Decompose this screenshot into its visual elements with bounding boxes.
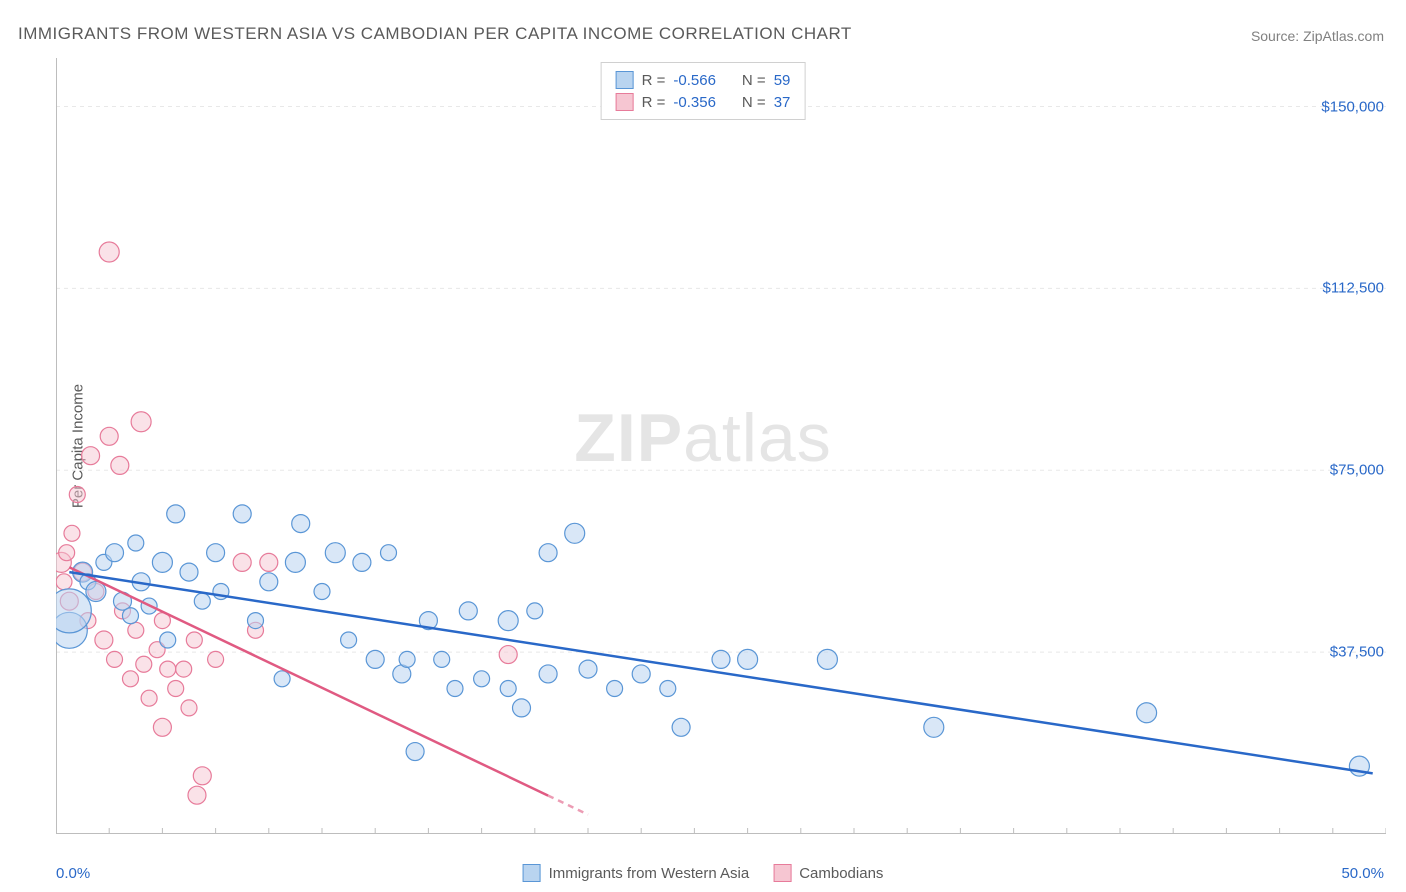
correlation-legend: R = -0.566 N = 59 R = -0.356 N = 37 bbox=[601, 62, 806, 120]
y-tick: $150,000 bbox=[1321, 98, 1384, 115]
scatter-plot-svg bbox=[56, 58, 1386, 834]
y-tick: $112,500 bbox=[1323, 280, 1384, 297]
legend-row-series-a: R = -0.566 N = 59 bbox=[616, 69, 791, 91]
swatch-series-a-icon bbox=[523, 864, 541, 882]
series-legend: Immigrants from Western Asia Cambodians bbox=[523, 864, 884, 882]
legend-row-series-b: R = -0.356 N = 37 bbox=[616, 91, 791, 113]
chart-title: IMMIGRANTS FROM WESTERN ASIA VS CAMBODIA… bbox=[18, 24, 852, 44]
source-attribution: Source: ZipAtlas.com bbox=[1251, 28, 1384, 44]
x-tick-max: 50.0% bbox=[1341, 865, 1384, 882]
y-tick: $37,500 bbox=[1330, 644, 1384, 661]
swatch-series-a bbox=[616, 71, 634, 89]
x-tick-min: 0.0% bbox=[56, 865, 90, 882]
y-tick: $75,000 bbox=[1330, 462, 1384, 479]
chart-area bbox=[56, 58, 1386, 834]
swatch-series-b-icon bbox=[773, 864, 791, 882]
swatch-series-b bbox=[616, 93, 634, 111]
legend-item-series-a: Immigrants from Western Asia bbox=[523, 864, 750, 882]
legend-item-series-b: Cambodians bbox=[773, 864, 883, 882]
